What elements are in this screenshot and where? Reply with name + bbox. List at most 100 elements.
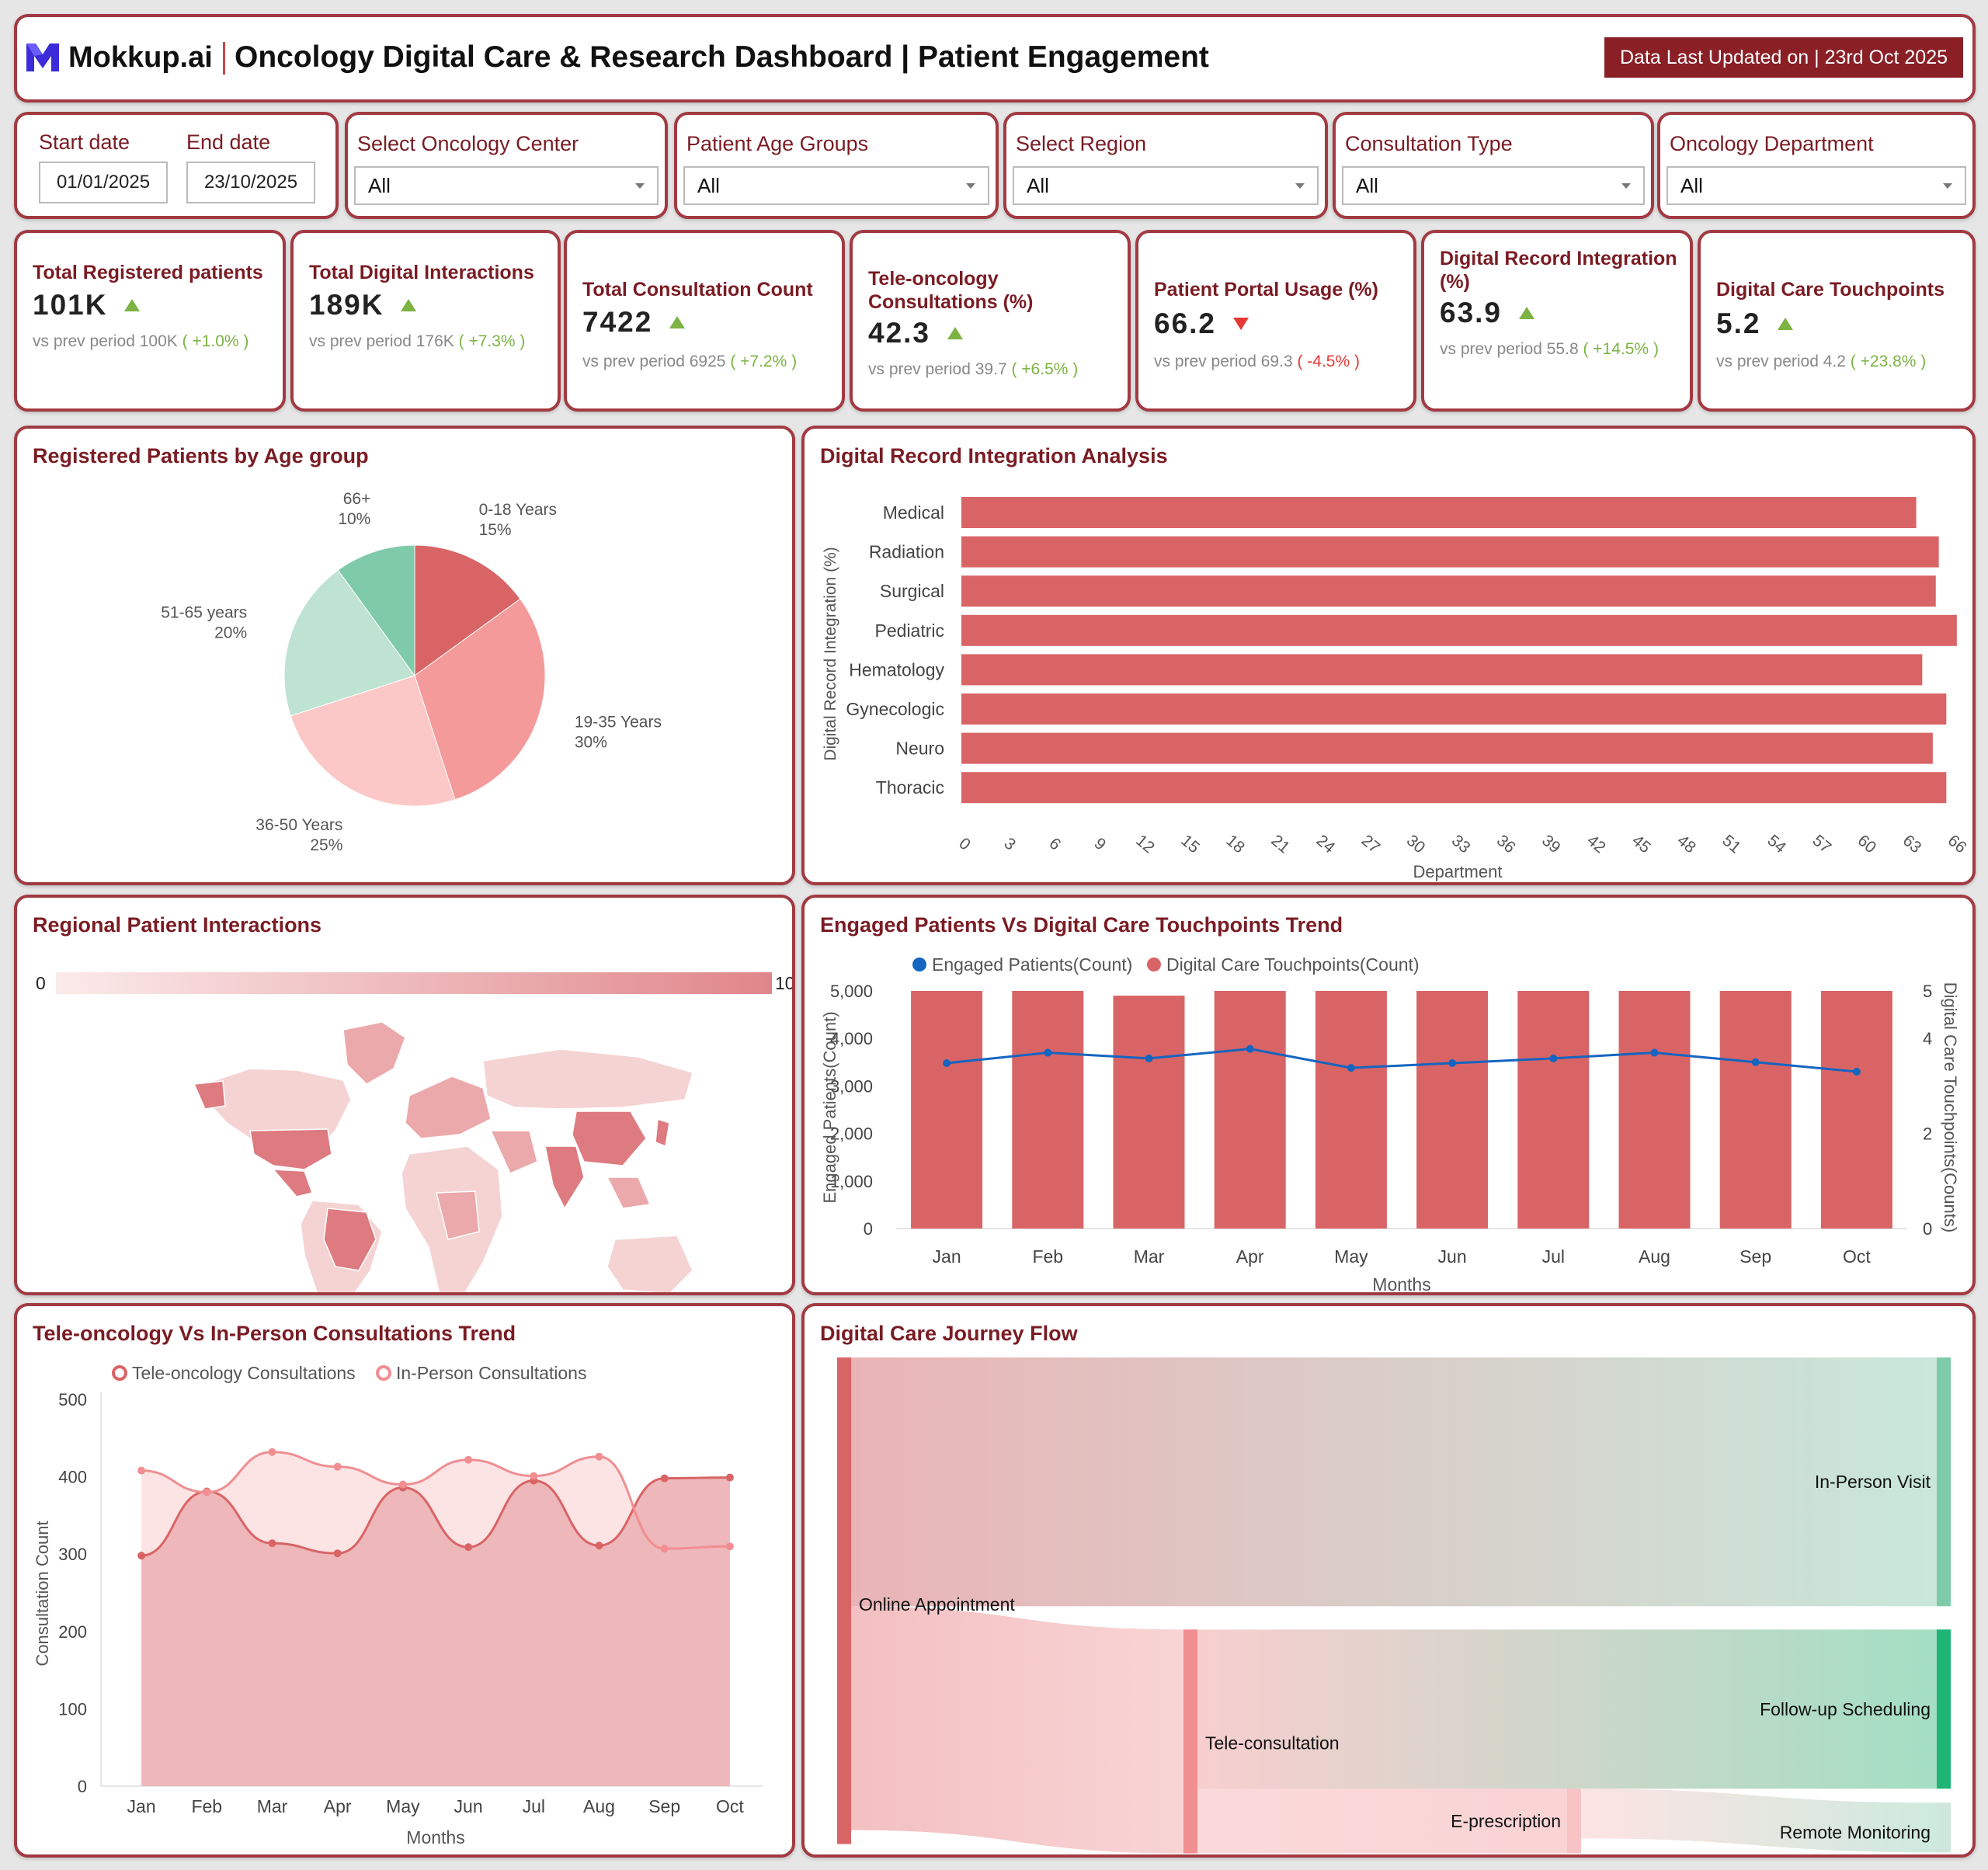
x-tick-label: May: [1334, 1246, 1368, 1267]
bar: [961, 497, 1917, 528]
category-label: Pediatric: [875, 620, 944, 641]
africa-central-region: [436, 1190, 480, 1240]
pie-percent: 10%: [338, 510, 370, 528]
kpi-prev-value: 69.3: [1260, 353, 1293, 370]
series-point: [725, 1542, 734, 1551]
middle-east-region: [489, 1130, 538, 1174]
pie-label: 51-65 years: [161, 604, 247, 622]
panel-title: Regional Patient Interactions: [33, 913, 322, 937]
x-tick-label: 9: [1091, 834, 1110, 853]
x-tick-label: Feb: [1032, 1246, 1063, 1267]
kpi-value: 101K: [33, 289, 108, 321]
x-tick-label: 51: [1719, 832, 1744, 857]
oncology-center-dropdown[interactable]: All: [354, 166, 659, 205]
bar: [961, 772, 1947, 804]
age-group-dropdown[interactable]: All: [683, 166, 989, 205]
x-tick-label: 24: [1313, 832, 1339, 857]
logo-text: Mokkup.ai: [68, 40, 213, 74]
y2-tick-label: 5: [1923, 982, 1932, 1001]
x-tick-label: 21: [1267, 832, 1293, 857]
sankey-label: Remote Monitoring: [1780, 1822, 1931, 1842]
bar: [1820, 991, 1892, 1229]
x-tick-label: 42: [1583, 832, 1609, 857]
region-dropdown[interactable]: All: [1013, 166, 1319, 205]
mokkup-logo-icon: [26, 43, 59, 71]
kpi-tele-oncology: Tele-oncology Consultations (%) 42.3 vs …: [850, 230, 1131, 412]
series-point: [595, 1452, 603, 1461]
x-tick-label: Mar: [1134, 1246, 1165, 1267]
panel-title: Digital Care Journey Flow: [820, 1322, 1078, 1345]
x-tick-label: Apr: [1236, 1246, 1264, 1267]
series-point: [137, 1466, 146, 1475]
x-tick-label: 33: [1448, 832, 1474, 857]
bar: [1315, 991, 1387, 1229]
kpi-total-consultation-count: Total Consultation Count 7422 vs prev pe…: [564, 230, 845, 412]
line-point: [1549, 1054, 1558, 1062]
legend-label: Engaged Patients(Count): [932, 954, 1132, 975]
kpi-prev-value: 100K: [139, 332, 178, 350]
line-point: [1751, 1058, 1760, 1066]
y2-axis-title: Digital Care Touchpoints(Counts): [1941, 982, 1960, 1232]
filter-label: Oncology Department: [1670, 132, 1874, 155]
category-label: Hematology: [849, 659, 944, 680]
pie-label: 36-50 Years: [255, 816, 342, 834]
series-point: [660, 1474, 669, 1482]
x-tick-label: Aug: [583, 1796, 615, 1816]
y-axis-title: Digital Record Integration (%): [822, 547, 839, 760]
line-point: [1852, 1068, 1861, 1076]
sankey-node-e-prescription: [1567, 1788, 1581, 1854]
kpi-comparison: vs prev period 176K ( +7.3% ): [309, 323, 550, 360]
x-tick-label: Oct: [1843, 1246, 1871, 1267]
filter-label: Select Region: [1016, 132, 1147, 155]
consultation-type-dropdown[interactable]: All: [1342, 166, 1645, 205]
bar: [1214, 991, 1286, 1229]
pie-percent: 20%: [214, 624, 247, 642]
dropdown-value: All: [697, 173, 720, 197]
header-separator: [223, 42, 225, 75]
trend-down-icon: [1233, 318, 1249, 330]
pie-slice: [290, 675, 456, 807]
y-tick-label: 400: [58, 1468, 87, 1487]
category-label: Thoracic: [876, 777, 944, 798]
x-tick-label: 15: [1177, 832, 1203, 857]
page-title: Oncology Digital Care & Research Dashboa…: [235, 40, 1209, 74]
australia-region: [606, 1235, 693, 1292]
kpi-title: Digital Record Integration (%): [1440, 248, 1677, 293]
bar: [961, 732, 1933, 764]
trend-up-icon: [669, 316, 686, 328]
y-tick-label: 200: [58, 1622, 87, 1642]
series-point: [595, 1542, 603, 1550]
kpi-total-digital-interactions: Total Digital Interactions 189K vs prev …: [290, 230, 561, 412]
consultation-area-chart: 0 100 200 300 400 500 Jan Feb Mar Apr May Jun Jul Aug…: [33, 1363, 763, 1847]
pie-label: 0-18 Years: [479, 501, 557, 519]
alaska-region: [193, 1080, 226, 1110]
regional-panel: Regional Patient Interactions 0 10: [14, 895, 795, 1295]
y2-tick-label: 0: [1923, 1219, 1932, 1239]
bar: [1719, 991, 1792, 1229]
x-axis-title: Months: [1372, 1274, 1430, 1292]
y-tick-label: 2,000: [830, 1124, 873, 1144]
y-tick-label: 1,000: [830, 1172, 873, 1191]
department-dropdown[interactable]: All: [1667, 166, 1966, 205]
world-map[interactable]: 0 10: [17, 898, 792, 1292]
bar: [961, 614, 1957, 646]
brand-logo[interactable]: Mokkup.ai: [25, 40, 213, 75]
end-date-input[interactable]: 23/10/2025: [186, 162, 315, 203]
x-tick-label: 27: [1358, 832, 1384, 857]
x-tick-label: 48: [1673, 832, 1699, 857]
panel-title: Registered Patients by Age group: [33, 444, 369, 467]
chevron-down-icon: [635, 182, 645, 189]
series-point: [268, 1448, 276, 1456]
pie-label: 19-35 Years: [575, 713, 662, 731]
start-date-input[interactable]: 01/01/2025: [39, 162, 168, 203]
sankey-node-online-appointment: [837, 1357, 851, 1844]
engaged-panel: Engaged Patients Vs Digital Care Touchpo…: [801, 895, 1976, 1295]
flow-eprescription-to-remote: [1581, 1788, 1937, 1853]
y-axis-title: Engaged Patients(Count): [820, 1011, 839, 1203]
y-tick-label: 300: [58, 1545, 87, 1564]
line-point: [1347, 1064, 1355, 1072]
legend-label: Tele-oncology Consultations: [132, 1363, 356, 1383]
kpi-comparison: vs prev period 39.7 ( +6.5% ): [868, 351, 1120, 388]
x-axis-title: Department: [1413, 862, 1503, 881]
x-tick-label: Jan: [127, 1796, 156, 1816]
